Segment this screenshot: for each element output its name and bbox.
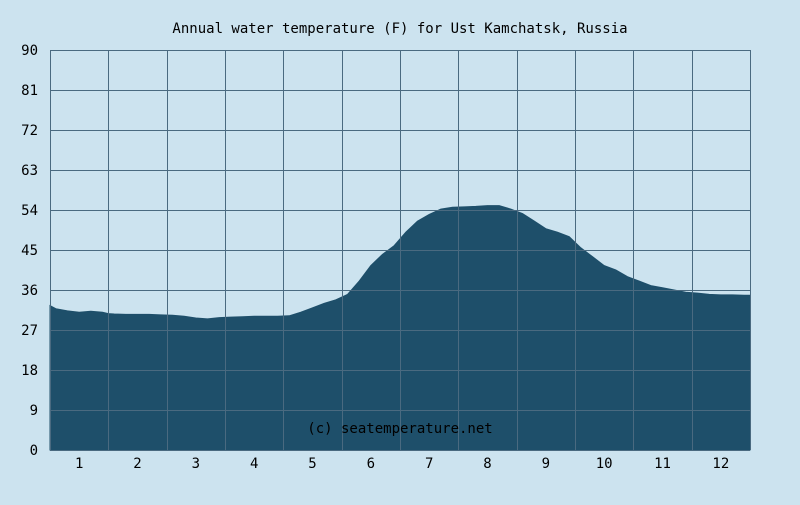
y-tick-label: 81: [21, 83, 38, 99]
x-tick-label: 3: [192, 456, 200, 472]
chart-title: Annual water temperature (F) for Ust Kam…: [172, 21, 627, 37]
x-tick-label: 9: [542, 456, 550, 472]
y-tick-label: 45: [21, 243, 38, 259]
x-tick-label: 11: [654, 456, 671, 472]
y-axis-labels: 0 9 18 27 36 45 54 63 72 81 90: [21, 43, 38, 459]
x-tick-label: 6: [367, 456, 375, 472]
y-tick-label: 54: [21, 203, 38, 219]
y-tick-label: 36: [21, 283, 38, 299]
x-tick-label: 1: [75, 456, 83, 472]
x-axis-labels: 1 2 3 4 5 6 7 8 9 10 11 12: [75, 456, 729, 472]
x-tick-label: 12: [712, 456, 729, 472]
y-tick-label: 63: [21, 163, 38, 179]
x-tick-label: 8: [483, 456, 491, 472]
y-tick-label: 9: [30, 403, 38, 419]
y-tick-label: 0: [30, 443, 38, 459]
y-tick-label: 18: [21, 363, 38, 379]
grid-layer: [50, 50, 751, 451]
x-tick-label: 4: [250, 456, 258, 472]
x-tick-label: 10: [596, 456, 613, 472]
y-tick-label: 72: [21, 123, 38, 139]
x-tick-label: 5: [308, 456, 316, 472]
x-tick-label: 7: [425, 456, 433, 472]
y-tick-label: 27: [21, 323, 38, 339]
y-tick-label: 90: [21, 43, 38, 59]
watermark-text: (c) seatemperature.net: [307, 421, 492, 437]
x-tick-label: 2: [133, 456, 141, 472]
